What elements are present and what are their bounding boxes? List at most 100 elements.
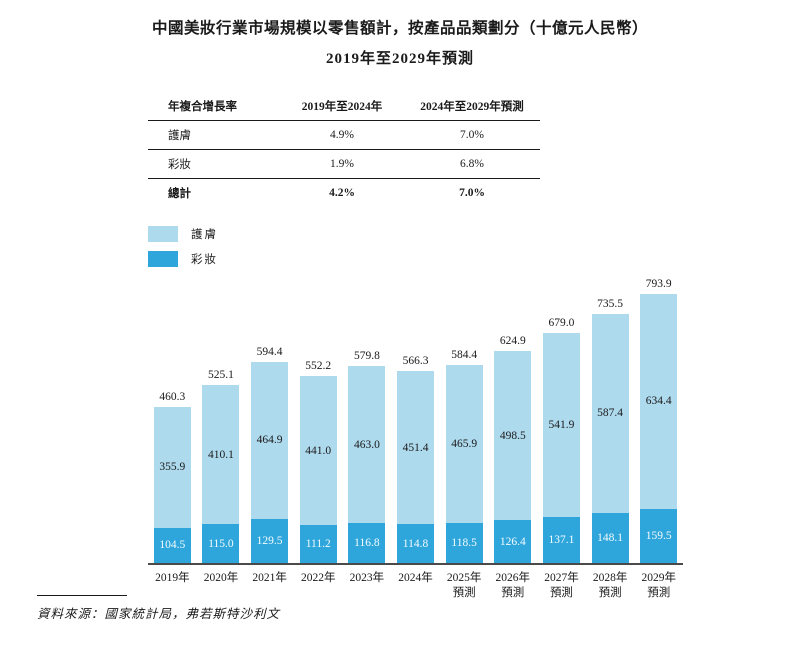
- source-text: 資料來源：國家統計局，弗若斯特沙利文: [37, 607, 281, 621]
- total-value-label: 793.9: [645, 277, 672, 290]
- skincare-value-label: 464.9: [256, 434, 283, 447]
- row-label: 護膚: [168, 130, 191, 142]
- skincare-segment: 441.0: [299, 375, 337, 526]
- skincare-segment: 634.4: [640, 293, 678, 509]
- makeup-value-label: 104.5: [159, 539, 186, 552]
- legend-label: 彩妝: [191, 253, 218, 266]
- skincare-segment: 451.4: [397, 371, 435, 525]
- skincare-value-label: 541.9: [548, 418, 575, 431]
- chart-plot: 460.3 355.9 104.5 525.1 410.1 115.0 594.4 464.9…: [148, 273, 683, 565]
- cagr-value: 4.2%: [329, 187, 355, 199]
- skincare-value-label: 587.4: [597, 407, 624, 420]
- makeup-value-label: 115.0: [208, 537, 234, 550]
- total-value-label: 594.4: [256, 345, 283, 358]
- bar-group: 594.4 464.9 129.5: [245, 346, 294, 563]
- skincare-value-label: 410.1: [208, 448, 234, 461]
- legend-swatch: [148, 250, 178, 267]
- x-axis-label: 2026年 預測: [495, 572, 531, 599]
- legend-item-skincare: 護膚: [148, 221, 800, 246]
- x-axis-label: 2028年 預測: [592, 572, 628, 599]
- skincare-segment: 465.9: [445, 364, 483, 523]
- legend-item-makeup: 彩妝: [148, 246, 800, 271]
- makeup-segment: 126.4: [494, 520, 532, 563]
- chart-title: 中國美妝行業市場規模以零售額計，按產品品類劃分（十億元人民幣） 2019年至20…: [0, 0, 800, 68]
- source-note: 資料來源：國家統計局，弗若斯特沙利文: [37, 595, 280, 622]
- makeup-value-label: 129.5: [256, 535, 283, 548]
- skincare-value-label: 441.0: [305, 444, 332, 457]
- total-value-label: 525.1: [208, 369, 234, 381]
- cagr-value: 7.0%: [459, 187, 485, 199]
- skincare-value-label: 634.4: [645, 395, 672, 408]
- table-row-makeup: 彩妝 1.9% 6.8%: [148, 150, 540, 179]
- makeup-segment: 111.2: [299, 525, 337, 563]
- x-axis-label: 2024年: [398, 572, 433, 584]
- bar-group: 566.3 451.4 114.8: [391, 355, 440, 563]
- bar-group: 735.5 587.4 148.1: [586, 298, 635, 563]
- bar-group: 460.3 355.9 104.5: [148, 391, 197, 563]
- makeup-segment: 114.8: [397, 524, 435, 563]
- x-axis-label: 2022年: [300, 572, 336, 584]
- cagr-header-period1: 2019年至2024年: [301, 101, 383, 113]
- makeup-segment: 104.5: [153, 527, 191, 563]
- cagr-header-period2: 2024年至2029年預測: [420, 101, 524, 113]
- makeup-value-label: 116.8: [354, 537, 380, 550]
- cagr-value: 6.8%: [460, 158, 484, 170]
- x-axis-label: 2027年 預測: [544, 572, 579, 599]
- cagr-value: 4.9%: [330, 129, 354, 141]
- x-axis-label: 2021年: [252, 572, 287, 584]
- table-row-skincare: 護膚 4.9% 7.0%: [148, 121, 540, 150]
- x-axis-label: 2020年: [203, 572, 239, 584]
- chart-title-line2: 2019年至2029年預測: [325, 51, 474, 67]
- skincare-segment: 464.9: [251, 361, 289, 520]
- makeup-segment: 159.5: [640, 508, 678, 563]
- makeup-segment: 148.1: [591, 512, 629, 563]
- cagr-table: 年複合增長率 2019年至2024年 2024年至2029年預測 護膚 4.9%…: [148, 92, 540, 207]
- bar-group: 793.9 634.4 159.5: [634, 278, 683, 563]
- skincare-value-label: 465.9: [451, 437, 478, 450]
- makeup-value-label: 148.1: [597, 531, 624, 544]
- makeup-value-label: 114.8: [402, 537, 429, 550]
- cagr-value: 1.9%: [330, 158, 354, 170]
- bar-group: 624.9 498.5 126.4: [488, 335, 537, 563]
- row-label: 總計: [168, 188, 191, 200]
- total-value-label: 735.5: [597, 297, 624, 310]
- legend-label: 護膚: [191, 228, 218, 241]
- total-value-label: 624.9: [499, 335, 526, 348]
- makeup-value-label: 111.2: [305, 538, 331, 551]
- source-divider: [37, 595, 127, 596]
- total-value-label: 679.0: [548, 316, 575, 329]
- makeup-value-label: 126.4: [499, 535, 526, 548]
- makeup-value-label: 118.5: [451, 536, 477, 549]
- x-axis-label: 2019年: [155, 572, 190, 584]
- makeup-segment: 116.8: [348, 523, 386, 563]
- skincare-value-label: 355.9: [159, 461, 186, 474]
- x-axis-label: 2029年 預測: [641, 572, 676, 599]
- total-value-label: 584.4: [451, 348, 478, 361]
- makeup-segment: 129.5: [251, 519, 289, 563]
- bar-group: 579.8 463.0 116.8: [343, 350, 392, 563]
- table-row-total: 總計 4.2% 7.0%: [148, 179, 540, 208]
- skincare-segment: 410.1: [202, 385, 240, 524]
- skincare-segment: 587.4: [591, 313, 629, 513]
- skincare-value-label: 451.4: [402, 441, 429, 454]
- total-value-label: 552.2: [305, 359, 332, 372]
- stacked-bar-chart: 460.3 355.9 104.5 525.1 410.1 115.0 594.4 464.9…: [148, 273, 683, 601]
- skincare-value-label: 498.5: [499, 429, 526, 442]
- makeup-segment: 118.5: [445, 522, 483, 563]
- chart-xaxis: 2019年 2020年 2021年 2022年 2023年 2024年 2025年 預測 202…: [148, 571, 683, 601]
- makeup-value-label: 137.1: [548, 533, 575, 546]
- cagr-table-header-row: 年複合增長率 2019年至2024年 2024年至2029年預測: [148, 92, 540, 121]
- row-label: 彩妝: [168, 159, 191, 171]
- total-value-label: 460.3: [159, 390, 186, 403]
- chart-title-line1: 中國美妝行業市場規模以零售額計，按產品品類劃分（十億元人民幣）: [151, 20, 648, 37]
- total-value-label: 566.3: [402, 355, 429, 368]
- skincare-segment: 498.5: [494, 351, 532, 521]
- cagr-header-metric: 年複合增長率: [168, 101, 237, 113]
- skincare-segment: 355.9: [153, 406, 191, 528]
- skincare-value-label: 463.0: [353, 438, 380, 451]
- cagr-value: 7.0%: [460, 129, 484, 141]
- bar-group: 584.4 465.9 118.5: [440, 349, 489, 563]
- bar-group: 525.1 410.1 115.0: [197, 369, 246, 563]
- bar-group: 679.0 541.9 137.1: [537, 317, 586, 563]
